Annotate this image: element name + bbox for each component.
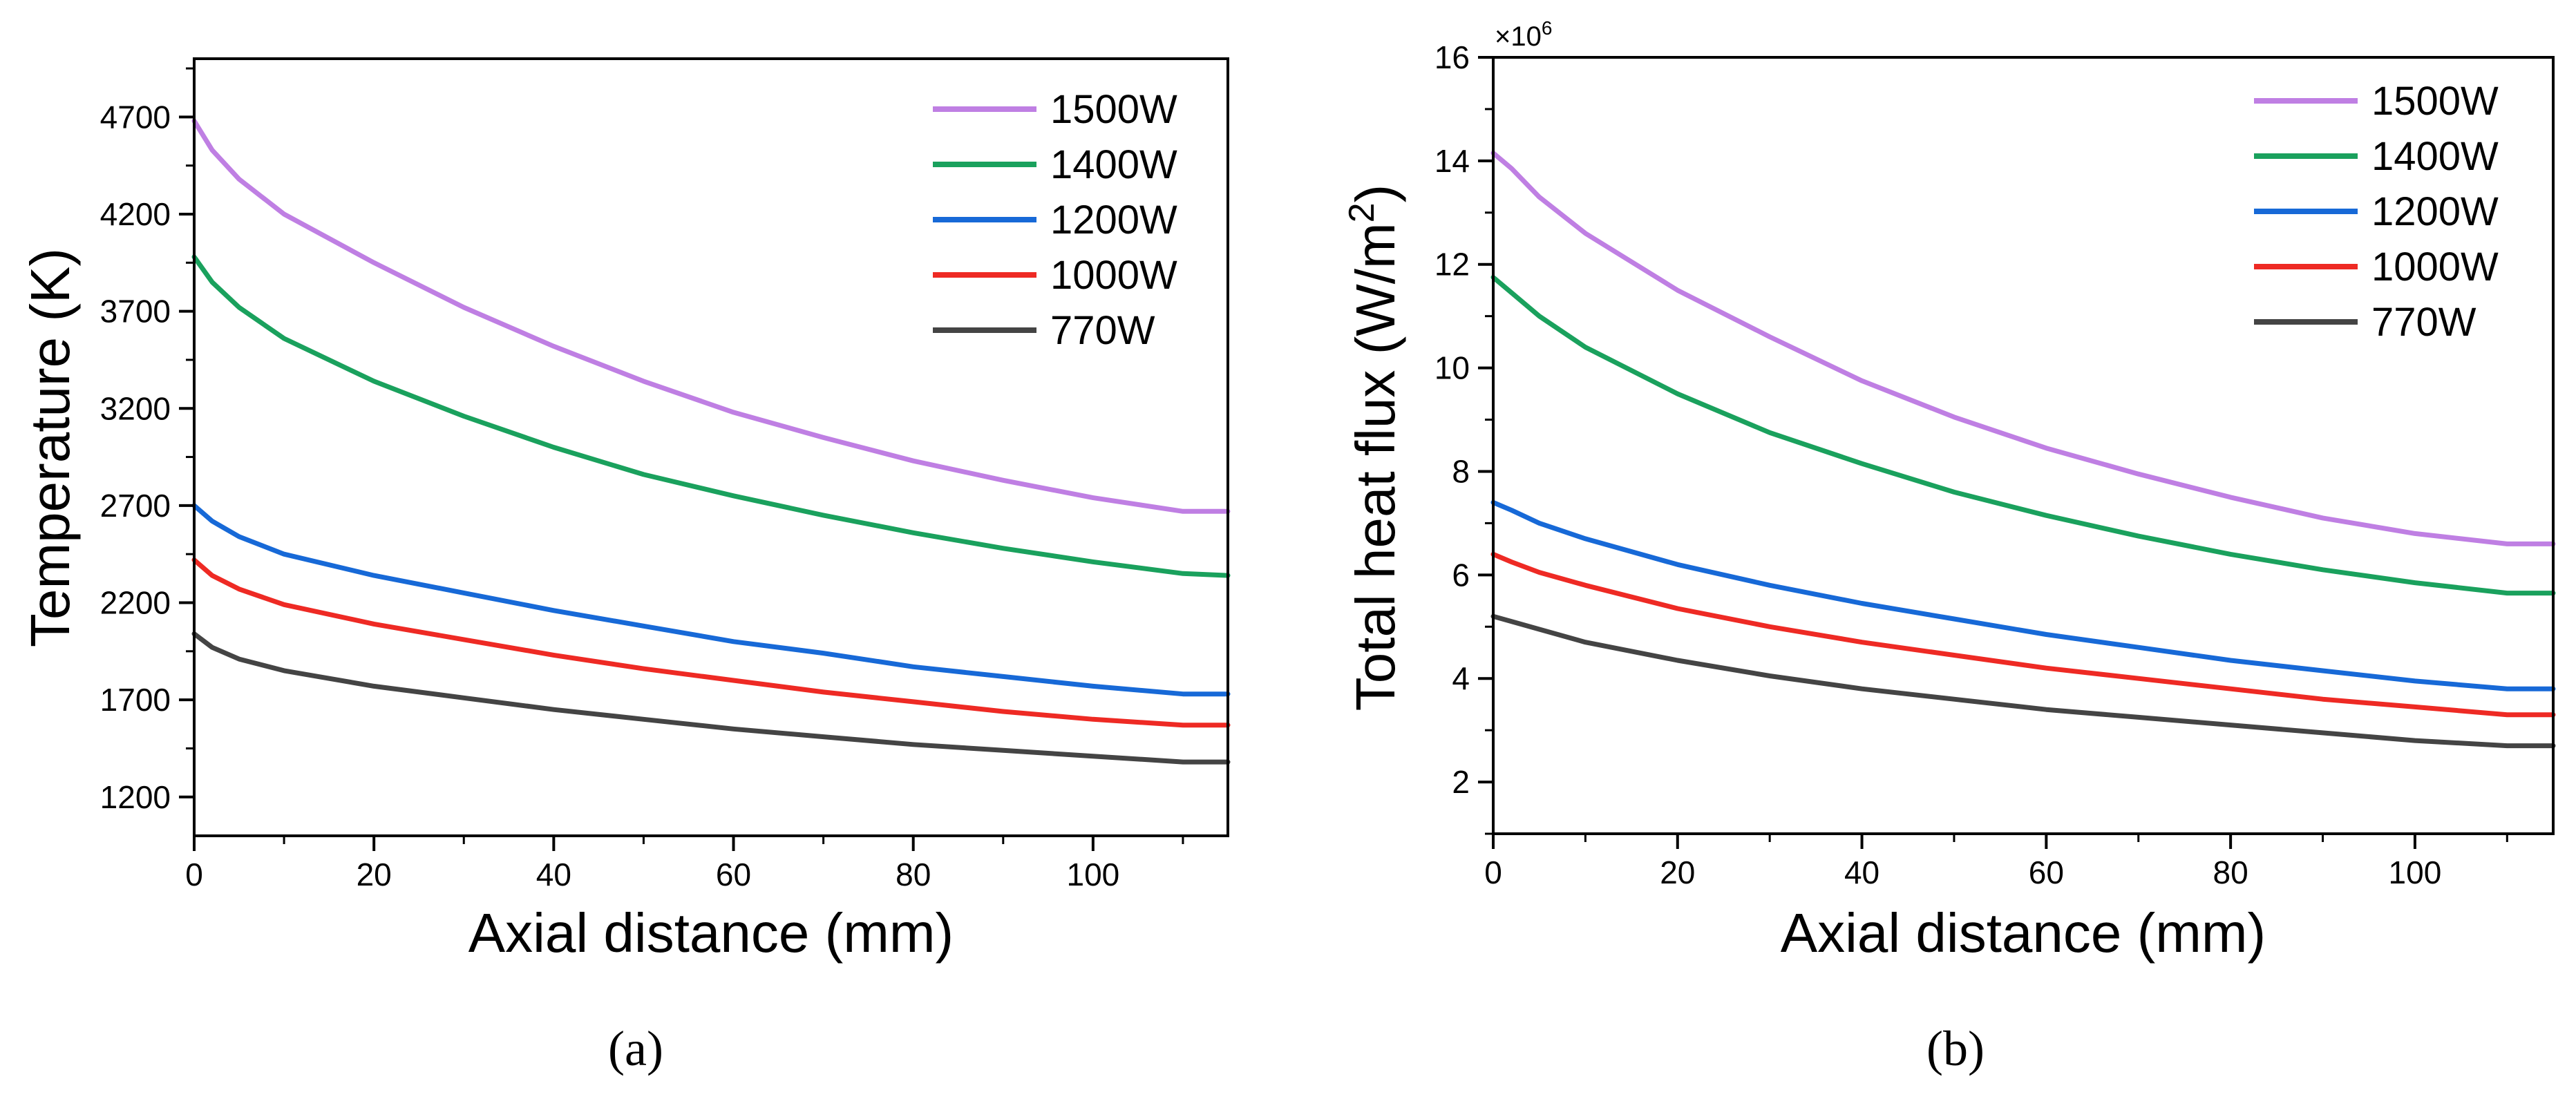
- legend-label-770w: 770W: [1050, 308, 1155, 353]
- legend-label-770w: 770W: [2371, 300, 2476, 345]
- y-tick-label: 10: [1434, 350, 1470, 386]
- figure: 0 20 40 60 80 1001200170022002700320037004200…: [0, 0, 2576, 1099]
- panel-b-y-multiplier: ×106: [1495, 17, 1552, 52]
- legend-label-1000w: 1000W: [2371, 245, 2499, 289]
- x-tick-label: 100: [1066, 857, 1119, 892]
- panel-b-legend: 1500W 1400W 1200W 1000W 770W: [2254, 79, 2499, 345]
- series-line-1000w: [194, 560, 1228, 725]
- panel-b-plot-content: [1493, 153, 2553, 746]
- legend-label-1200w: 1200W: [1050, 198, 1177, 242]
- y-tick-label: 16: [1434, 39, 1470, 75]
- x-tick-label: 60: [2029, 854, 2064, 890]
- x-tick-label: 80: [2213, 854, 2248, 890]
- y-tick-label: 3200: [100, 390, 171, 426]
- legend-label-1200w: 1200W: [2371, 189, 2499, 234]
- y-tick-label: 4700: [100, 99, 171, 135]
- panel-b-x-axis-label: Axial distance (mm): [1781, 902, 2266, 964]
- series-line-770w: [194, 634, 1228, 763]
- y-tick-label: 4: [1452, 660, 1470, 696]
- panel-b-chart: 0 20 40 60 80 100 2 4 6 8 10 12 14 16 1500W 1400W 1200W…: [1342, 17, 2553, 1076]
- panel-a-label: (a): [608, 1021, 663, 1076]
- x-tick-label: 100: [2389, 854, 2442, 890]
- x-tick-label: 40: [1844, 854, 1879, 890]
- legend-label-1000w: 1000W: [1050, 253, 1177, 298]
- y-tick-label: 2700: [100, 488, 171, 524]
- x-tick-label: 60: [716, 857, 751, 892]
- series-line-1200w: [194, 506, 1228, 694]
- panel-a-ticks: 0 20 40 60 80 100 1200 1700 2200 2700 3200 3700 4200…: [100, 68, 1183, 892]
- legend-label-1400w: 1400W: [1050, 142, 1177, 187]
- y-tick-label: 2200: [100, 585, 171, 621]
- x-tick-label: 40: [536, 857, 571, 892]
- panel-b-y-axis-label-close: ): [1345, 184, 1406, 203]
- legend-label-1400w: 1400W: [2371, 134, 2499, 179]
- x-tick-label: 0: [1484, 854, 1502, 890]
- panel-a-legend: 1500W 1400W 1200W 1000W 770W: [933, 87, 1177, 353]
- panel-b-ticks: 0 20 40 60 80 100 2 4 6 8 10 12 14 16: [1434, 39, 2507, 890]
- panel-b-y-multiplier-exponent: 6: [1542, 17, 1553, 39]
- x-tick-label: 20: [357, 857, 392, 892]
- legend-label-1500w: 1500W: [2371, 79, 2499, 124]
- panel-b-y-axis-label: Total heat flux (W/m2): [1342, 184, 1406, 711]
- x-tick-label: 20: [1660, 854, 1695, 890]
- x-tick-label: 0: [185, 857, 203, 892]
- panel-a-x-axis-label: Axial distance (mm): [468, 902, 954, 964]
- y-tick-label: 2: [1452, 764, 1470, 800]
- panel-b-label: (b): [1926, 1021, 1985, 1076]
- y-tick-label: 6: [1452, 557, 1470, 593]
- y-tick-label: 3700: [100, 294, 171, 329]
- y-tick-label: 8: [1452, 453, 1470, 489]
- panel-a-chart: 0 20 40 60 80 100 1200 1700 2200 2700 3200 3700 4200…: [19, 59, 1228, 1076]
- y-tick-label: 4200: [100, 196, 171, 232]
- x-tick-label: 80: [896, 857, 931, 892]
- panel-a-y-axis-label: Temperature (K): [19, 248, 81, 647]
- y-tick-label: 12: [1434, 247, 1470, 283]
- y-tick-label: 14: [1434, 143, 1470, 179]
- panel-b-y-axis-label-superscript: 2: [1342, 202, 1382, 222]
- legend-label-1500w: 1500W: [1050, 87, 1177, 132]
- panel-b-y-multiplier-base: ×10: [1495, 21, 1542, 52]
- series-line-1400w: [194, 257, 1228, 575]
- y-tick-label: 1700: [100, 682, 171, 718]
- y-tick-label: 1200: [100, 779, 171, 815]
- panel-b-y-axis-label-main: Total heat flux (W/m: [1345, 222, 1406, 711]
